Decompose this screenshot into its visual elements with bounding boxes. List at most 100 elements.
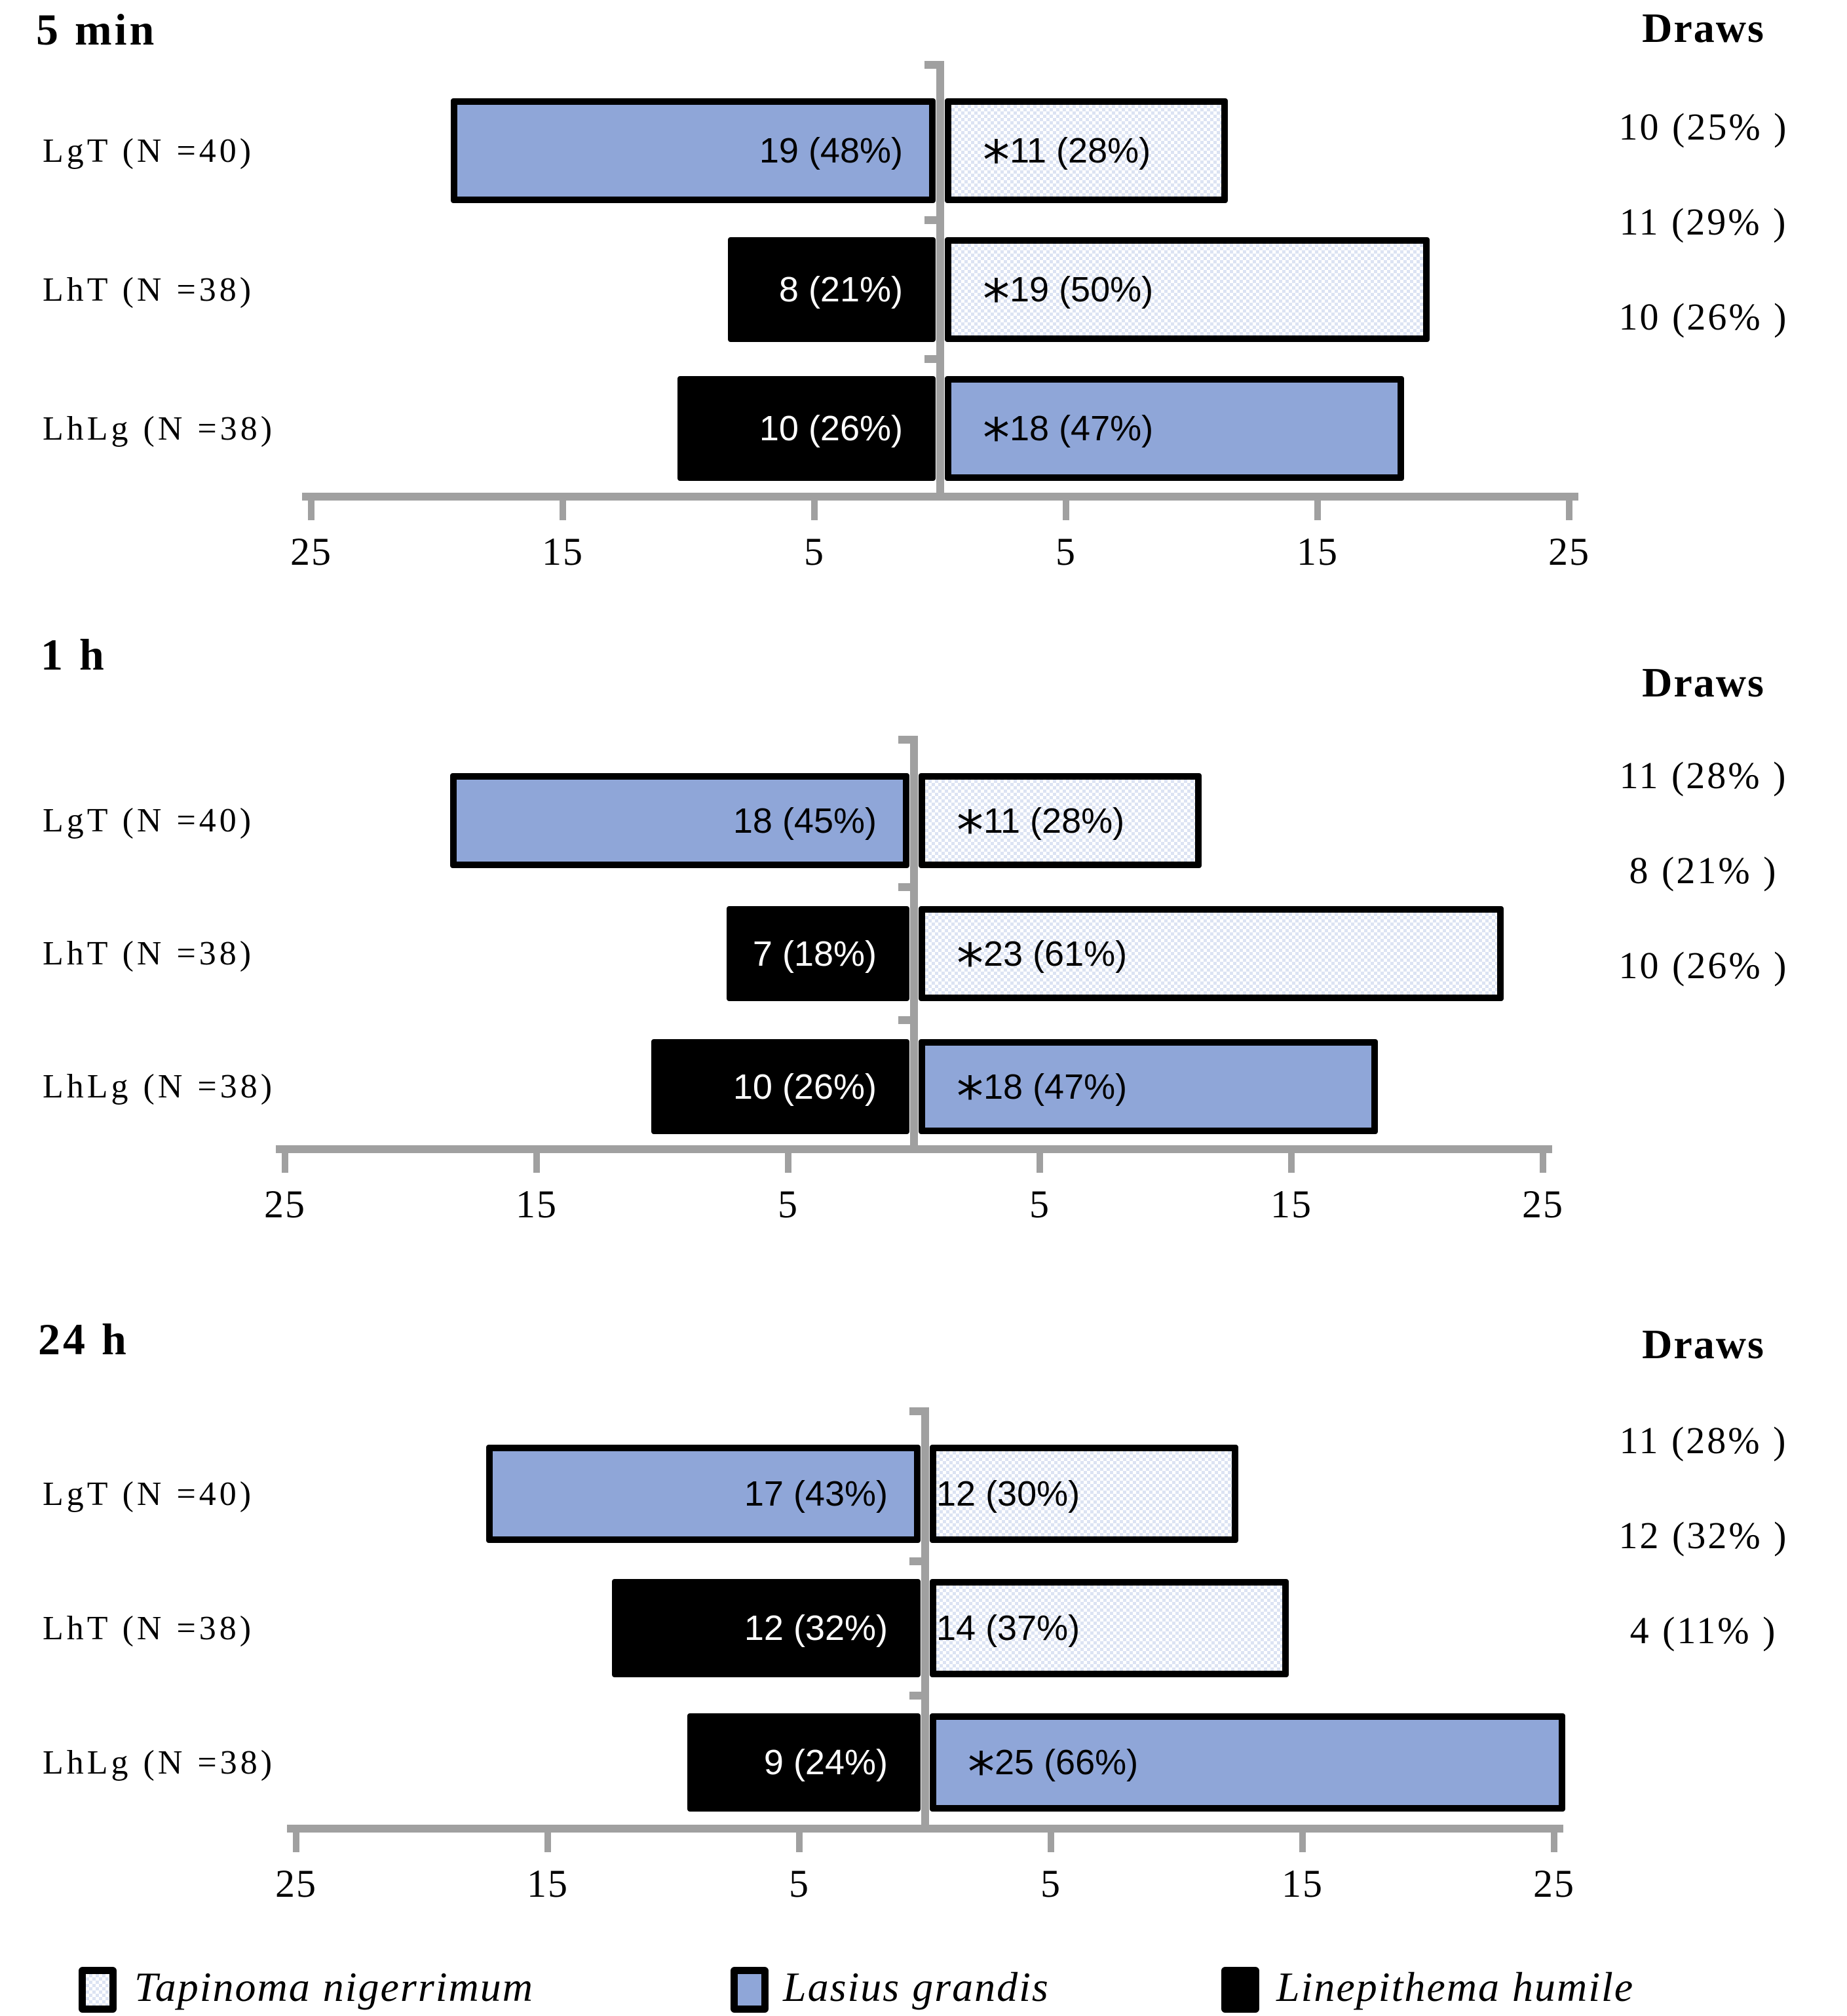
draws-value: 10 (25% ) — [1618, 105, 1789, 148]
legend-swatch-blue — [731, 1967, 769, 2013]
axis-tick — [1063, 493, 1069, 520]
axis-tick-label: 5 — [1056, 530, 1076, 573]
center-axis-line — [936, 61, 944, 497]
axis-tick-label: 5 — [1040, 1862, 1061, 1905]
x-axis-line — [276, 1145, 1552, 1153]
legend-swatch-black — [1221, 1967, 1259, 2013]
bar-left-black: 8 (21%) — [728, 237, 936, 342]
axis-tick — [796, 1825, 803, 1852]
axis-tick — [544, 1825, 551, 1852]
draws-value: 11 (28% ) — [1619, 754, 1788, 797]
axis-tick — [533, 1145, 540, 1173]
draws-value: 4 (11% ) — [1629, 1609, 1778, 1652]
bar-value-label: 18 (47%) — [983, 1067, 1128, 1107]
bar-value-label: 11 (28%) — [1010, 131, 1151, 170]
bar-value-label: 8 (21%) — [778, 270, 903, 309]
center-axis-tick — [909, 1691, 929, 1700]
center-axis-line — [921, 1407, 929, 1829]
bar-value-label: 12 (32%) — [744, 1608, 888, 1648]
bar-left-black: 10 (26%) — [651, 1039, 909, 1134]
bar-left-black: 7 (18%) — [727, 906, 909, 1001]
center-axis-tick — [924, 216, 944, 224]
axis-tick — [1566, 493, 1572, 520]
axis-tick — [1551, 1825, 1557, 1852]
x-axis-line — [287, 1825, 1563, 1833]
center-axis-tick — [909, 1557, 929, 1565]
center-axis-cap — [898, 736, 918, 744]
bar-value-label: 11 (28%) — [983, 801, 1125, 841]
bar-value-label: 17 (43%) — [744, 1474, 888, 1513]
draws-value: 12 (32% ) — [1618, 1514, 1789, 1557]
axis-tick — [1299, 1825, 1306, 1852]
axis-tick-label: 15 — [1270, 1183, 1312, 1226]
axis-tick-label: 25 — [290, 530, 332, 573]
legend-label: Tapinoma nigerrimum — [134, 1964, 534, 2010]
legend-label: Lasius grandis — [783, 1964, 1050, 2010]
axis-tick-label: 5 — [804, 530, 825, 573]
draws-value: 8 (21% ) — [1629, 849, 1778, 892]
axis-tick — [1540, 1145, 1546, 1173]
axis-tick-label: 5 — [778, 1183, 799, 1226]
bar-value-label: 7 (18%) — [752, 934, 877, 974]
bar-value-label: 25 (66%) — [995, 1743, 1139, 1782]
legend-label: Linepithema humile — [1276, 1964, 1635, 2010]
draws-value: 11 (28% ) — [1619, 1419, 1788, 1462]
axis-tick — [785, 1145, 791, 1173]
bar-right-checker: * 11 (28%) — [945, 98, 1228, 203]
bar-value-label: 12 (30%) — [936, 1474, 1080, 1513]
axis-tick — [1314, 493, 1321, 520]
axis-tick-label: 15 — [542, 530, 584, 573]
bar-right-checker: 12 (30%) — [930, 1445, 1238, 1543]
bar-right-checker: * 11 (28%) — [919, 773, 1202, 868]
row-label: LgT (N =40) — [43, 132, 255, 170]
row-label: LhLg (N =38) — [43, 1068, 276, 1105]
axis-tick-label: 25 — [275, 1862, 317, 1905]
row-label: LgT (N =40) — [43, 1475, 255, 1513]
bar-left-black: 9 (24%) — [687, 1713, 921, 1812]
row-label: LhT (N =38) — [43, 935, 255, 972]
draws-header: Draws — [1642, 1321, 1765, 1367]
bar-value-label: 19 (48%) — [759, 131, 903, 170]
row-label: LhLg (N =38) — [43, 1743, 276, 1781]
axis-tick — [811, 493, 818, 520]
bar-value-label: 10 (26%) — [759, 409, 903, 448]
axis-tick — [1037, 1145, 1043, 1173]
panel-title: 24 h — [38, 1314, 129, 1364]
panel-title: 5 min — [36, 5, 157, 54]
axis-tick-label: 25 — [1548, 530, 1590, 573]
bar-right-blue: * 18 (47%) — [945, 376, 1404, 481]
draws-value: 10 (26% ) — [1618, 944, 1789, 987]
center-axis-tick — [898, 1016, 918, 1024]
axis-tick-label: 15 — [1297, 530, 1339, 573]
center-axis-tick — [924, 355, 944, 363]
center-axis-cap — [909, 1407, 929, 1415]
row-label: LgT (N =40) — [43, 802, 255, 839]
bar-right-checker: * 23 (61%) — [919, 906, 1504, 1001]
bar-left-blue: 18 (45%) — [450, 773, 909, 868]
center-axis-cap — [924, 61, 944, 69]
center-axis-line — [910, 736, 918, 1149]
axis-tick-label: 25 — [1522, 1183, 1564, 1226]
draws-value: 11 (29% ) — [1619, 200, 1788, 243]
bar-value-label: 18 (45%) — [733, 801, 877, 841]
row-label: LhT (N =38) — [43, 271, 255, 309]
bar-value-label: 9 (24%) — [763, 1743, 888, 1782]
axis-tick-label: 15 — [527, 1862, 569, 1905]
axis-tick — [1288, 1145, 1295, 1173]
bar-left-black: 10 (26%) — [677, 376, 936, 481]
bar-right-checker: * 19 (50%) — [945, 237, 1430, 342]
draws-header: Draws — [1642, 659, 1765, 706]
axis-tick-label: 25 — [264, 1183, 306, 1226]
row-label: LhT (N =38) — [43, 1609, 255, 1647]
axis-tick — [308, 493, 314, 520]
bar-left-black: 12 (32%) — [612, 1579, 921, 1677]
